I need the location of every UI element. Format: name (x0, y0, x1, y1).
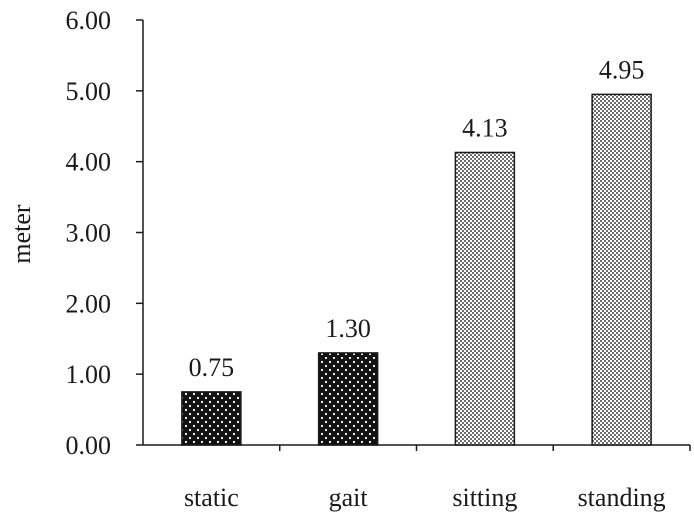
bars (181, 93, 652, 446)
labels: 0.00 1.00 2.00 3.00 4.00 5.00 6.00 0.75 static 1.… (66, 6, 666, 512)
bar-static (181, 391, 242, 446)
y-axis-title: meter (7, 204, 36, 264)
x-tick-label-static: static (184, 483, 239, 512)
y-tick-label: 1.00 (66, 360, 112, 389)
data-label-sitting: 4.13 (462, 113, 508, 142)
bar-sitting (454, 151, 516, 446)
y-tick-label: 0.00 (66, 431, 112, 460)
y-tick-label: 6.00 (66, 6, 112, 35)
bar-standing (591, 93, 652, 446)
x-tick-label-standing: standing (578, 483, 666, 512)
y-tick-label: 2.00 (66, 289, 112, 318)
data-label-standing: 4.95 (599, 55, 645, 84)
data-label-static: 0.75 (189, 353, 235, 382)
bar-gait (317, 352, 379, 446)
x-tick-label-gait: gait (329, 483, 369, 512)
data-label-gait: 1.30 (325, 314, 371, 343)
x-tick-label-sitting: sitting (452, 483, 517, 512)
y-tick-label: 3.00 (66, 219, 112, 248)
y-tick-label: 4.00 (66, 148, 112, 177)
y-tick-label: 5.00 (66, 77, 112, 106)
